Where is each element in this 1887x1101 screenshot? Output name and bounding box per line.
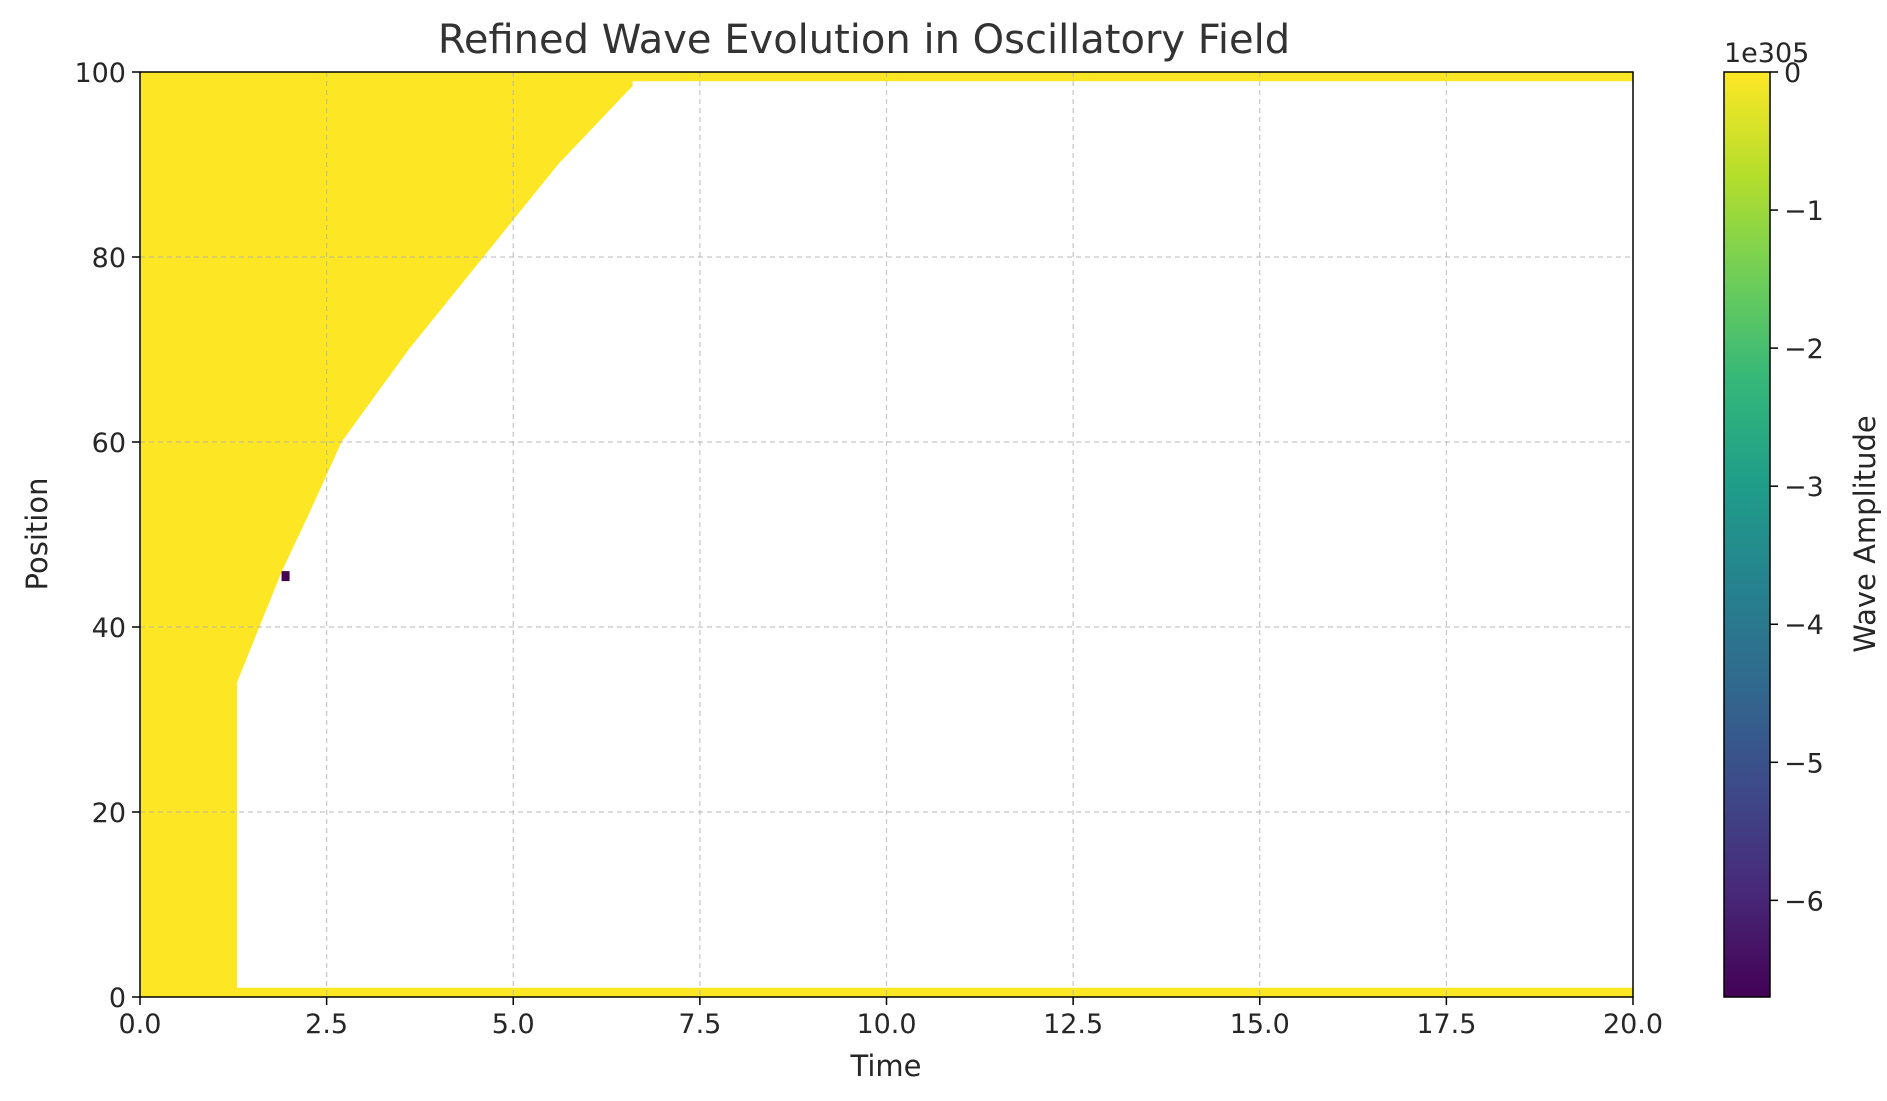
x-tick-label: 7.5 — [678, 1009, 721, 1040]
y-tick-label: 20 — [92, 798, 126, 829]
y-tick-label: 60 — [92, 428, 126, 459]
colorbar-tick-label: 0 — [1784, 58, 1801, 89]
colorbar-tick-label: −3 — [1784, 472, 1824, 503]
x-tick-label: 17.5 — [1416, 1009, 1476, 1040]
x-tick-label: 15.0 — [1230, 1009, 1290, 1040]
heatmap-outlier-cell — [281, 571, 290, 582]
x-tick-label: 12.5 — [1043, 1009, 1103, 1040]
y-axis-label: Position — [20, 478, 54, 591]
x-axis-ticks: 0.0 2.5 5.0 7.5 10.0 12.5 15.0 17.5 20.0 — [119, 997, 1663, 1040]
x-tick-label: 2.5 — [305, 1009, 348, 1040]
x-axis-label: Time — [850, 1049, 922, 1083]
colorbar-tick-label: −5 — [1784, 748, 1824, 779]
x-tick-label: 5.0 — [492, 1009, 535, 1040]
x-tick-label: 10.0 — [856, 1009, 916, 1040]
x-tick-label: 20.0 — [1603, 1009, 1663, 1040]
x-tick-label: 0.0 — [119, 1009, 162, 1040]
colorbar-label: Wave Amplitude — [1848, 415, 1882, 652]
y-axis-ticks: 0 20 40 60 80 100 — [74, 58, 140, 1014]
y-tick-label: 40 — [92, 613, 126, 644]
colorbar-ticks: 0 −1 −2 −3 −4 −5 −6 — [1770, 58, 1824, 917]
y-tick-label: 80 — [92, 243, 126, 274]
colorbar-tick-label: −1 — [1784, 196, 1824, 227]
colorbar-offset-text: 1e305 — [1724, 38, 1809, 69]
heatmap-filled-region — [140, 72, 633, 997]
colorbar-tick-label: −4 — [1784, 610, 1824, 641]
colorbar-tick-label: −2 — [1784, 334, 1824, 365]
y-tick-label: 0 — [109, 983, 126, 1014]
chart-title: Refined Wave Evolution in Oscillatory Fi… — [438, 17, 1290, 63]
colorbar — [1723, 71, 1771, 998]
y-tick-label: 100 — [74, 58, 126, 89]
colorbar-tick-label: −6 — [1784, 886, 1824, 917]
grid-lines — [140, 72, 1633, 997]
